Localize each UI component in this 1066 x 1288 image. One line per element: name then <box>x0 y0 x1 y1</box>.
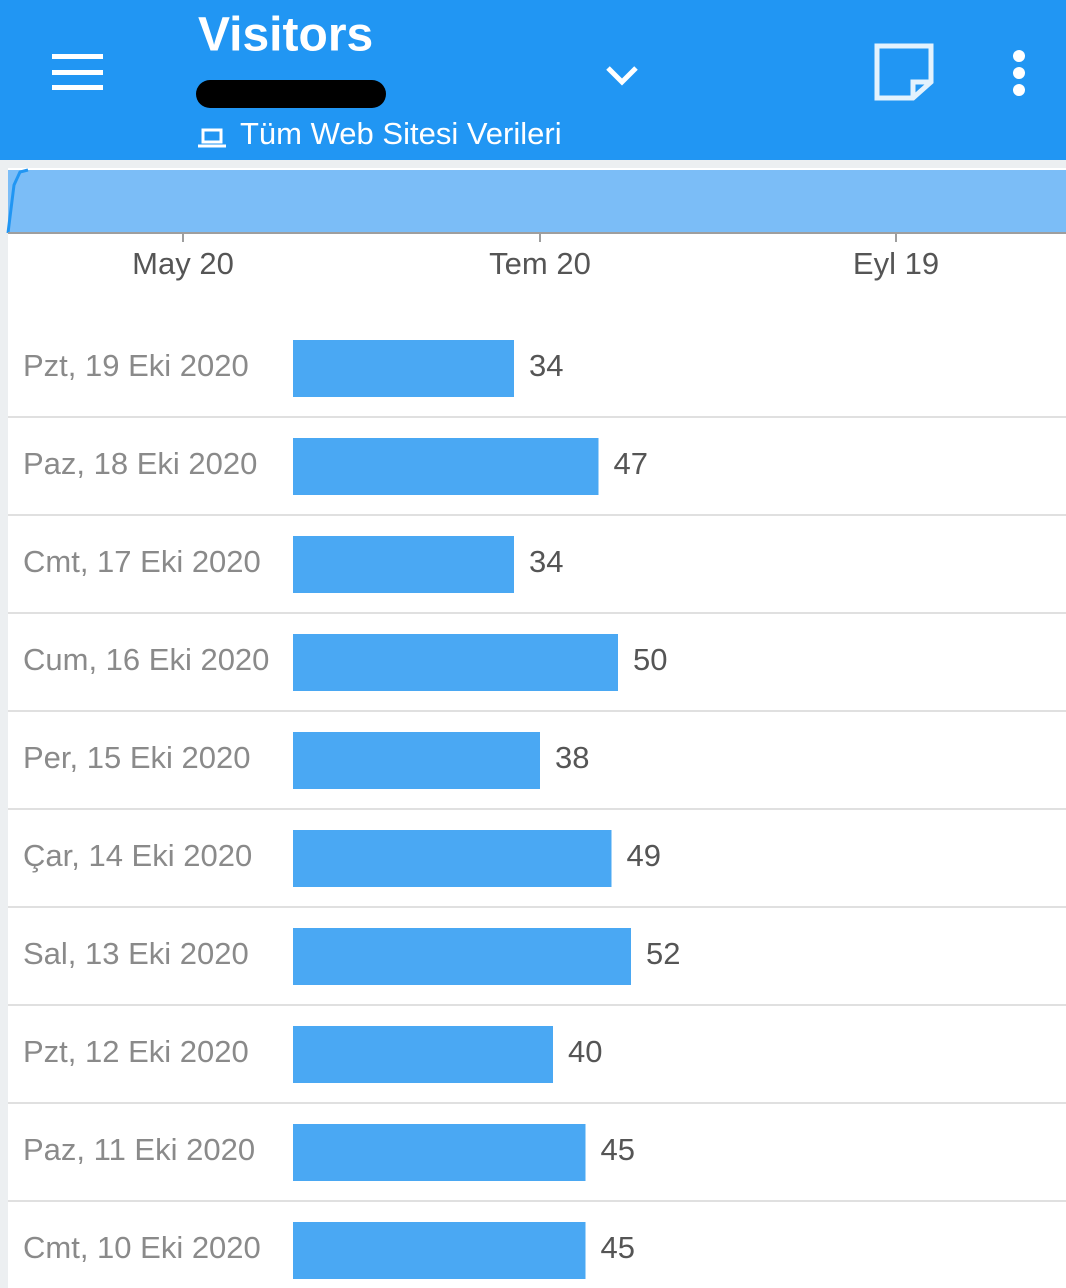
row-label[interactable]: Per, 15 Eki 2020 <box>23 740 251 775</box>
row-label[interactable]: Cum, 16 Eki 2020 <box>23 642 269 677</box>
value-label: 38 <box>555 740 589 775</box>
axis-label: May 20 <box>132 246 234 281</box>
card <box>8 168 1066 1288</box>
app-title: Visitors <box>198 9 373 62</box>
value-label: 45 <box>601 1132 635 1167</box>
value-label: 45 <box>601 1230 635 1265</box>
bar <box>293 536 514 593</box>
value-label: 40 <box>568 1034 602 1069</box>
bar <box>293 340 514 397</box>
view-name: Tüm Web Sitesi Verileri <box>240 116 562 151</box>
value-label: 52 <box>646 936 680 971</box>
row-label[interactable]: Pzt, 12 Eki 2020 <box>23 1034 249 1069</box>
row-label[interactable]: Paz, 18 Eki 2020 <box>23 446 257 481</box>
axis-label: Tem 20 <box>489 246 591 281</box>
value-label: 49 <box>627 838 661 873</box>
bar <box>293 928 631 985</box>
bar <box>293 1026 553 1083</box>
bar <box>293 438 599 495</box>
area-chart-tail <box>8 170 1066 233</box>
bar <box>293 634 618 691</box>
dropdown-icon[interactable] <box>606 66 638 86</box>
value-label: 34 <box>529 348 563 383</box>
axis-label: Eyl 19 <box>853 246 939 281</box>
laptop-icon <box>198 128 226 148</box>
row-label[interactable]: Çar, 14 Eki 2020 <box>23 838 252 873</box>
area-line <box>6 168 29 234</box>
app-bar <box>0 0 1066 160</box>
value-label: 47 <box>614 446 648 481</box>
bar <box>293 732 540 789</box>
notes-icon[interactable] <box>874 43 934 101</box>
row-label[interactable]: Cmt, 17 Eki 2020 <box>23 544 261 579</box>
row-label[interactable]: Cmt, 10 Eki 2020 <box>23 1230 261 1265</box>
bar <box>293 1222 586 1279</box>
row-label[interactable]: Paz, 11 Eki 2020 <box>23 1132 255 1167</box>
bar <box>293 1124 586 1181</box>
redaction <box>196 80 386 108</box>
more-icon[interactable] <box>1013 50 1025 96</box>
bar <box>293 830 612 887</box>
menu-icon[interactable] <box>52 54 103 90</box>
row-label[interactable]: Sal, 13 Eki 2020 <box>23 936 249 971</box>
value-label: 50 <box>633 642 667 677</box>
row-label[interactable]: Pzt, 19 Eki 2020 <box>23 348 249 383</box>
value-label: 34 <box>529 544 563 579</box>
